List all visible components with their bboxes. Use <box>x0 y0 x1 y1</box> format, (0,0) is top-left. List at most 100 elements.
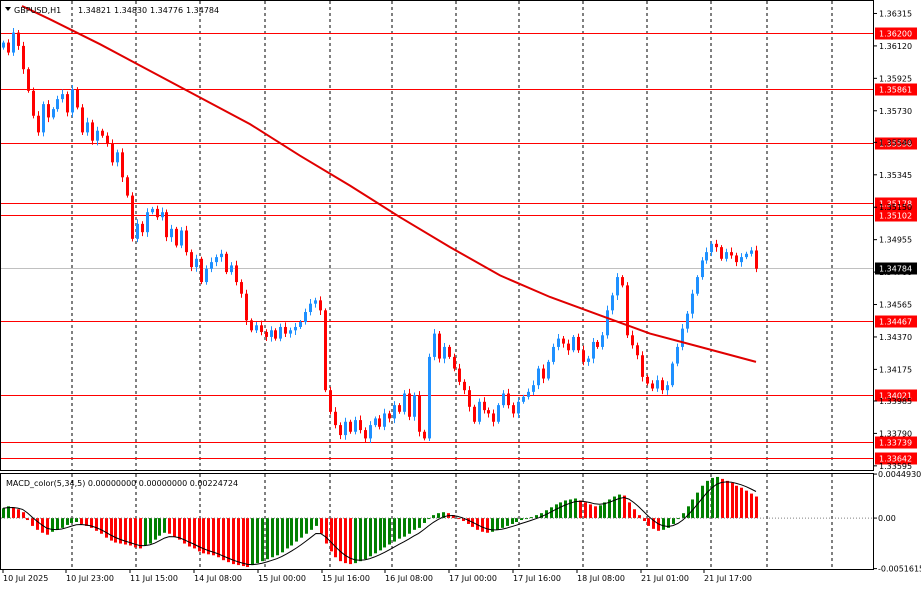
level-price-tag <box>875 27 917 40</box>
candle-body <box>42 104 45 133</box>
level-price-label: 1.35102 <box>879 212 912 221</box>
candle-body <box>383 413 386 427</box>
candle-body <box>369 425 372 439</box>
macd-bar <box>46 518 49 535</box>
time-tick-label: 16 Jul 08:00 <box>385 574 433 583</box>
candle-body <box>205 268 208 283</box>
candle-body <box>567 343 570 351</box>
candle-body <box>393 405 396 419</box>
current-price-tag <box>875 262 917 275</box>
level-price-tag <box>875 137 917 150</box>
level-price-label: 1.35178 <box>879 200 912 209</box>
candle-body <box>715 243 718 248</box>
macd-bar <box>589 504 592 519</box>
macd-bar <box>2 508 5 519</box>
candle-body <box>542 368 545 379</box>
macd-bar <box>613 496 616 519</box>
price-axis[interactable]: 1.36315 1.36120 1.35925 1.35730 1.35540 1.353… <box>873 9 917 471</box>
macd-bar <box>188 518 191 547</box>
macd-bar <box>7 506 10 519</box>
macd-bar <box>564 500 567 519</box>
candle-body <box>175 228 178 246</box>
candle-body <box>156 208 159 218</box>
time-tick-label: 15 Jul 16:00 <box>322 574 370 583</box>
candle-body <box>522 396 525 402</box>
candle-body <box>37 115 40 133</box>
candle-body <box>378 418 381 427</box>
price-tick-label: 1.33790 <box>879 429 912 438</box>
macd-bar <box>12 507 15 519</box>
macd-bar <box>36 518 39 530</box>
candle-body <box>265 331 268 337</box>
macd-subwindow-frame <box>0 473 874 570</box>
price-tick-label: 1.35150 <box>879 203 912 212</box>
macd-bar <box>17 509 20 519</box>
macd-bar <box>691 499 694 519</box>
candle-body <box>735 255 738 263</box>
candle-body <box>106 135 109 145</box>
macd-indicator-title: MACD_color(5,34,5) 0.00000000 0.00000000… <box>6 479 238 488</box>
candle-body <box>274 330 277 339</box>
level-price-tag <box>875 452 917 465</box>
candle-body <box>121 152 124 178</box>
candle-body <box>131 195 134 239</box>
candle-body <box>562 338 565 344</box>
macd-bar <box>56 518 59 530</box>
macd-bar <box>129 518 132 546</box>
level-price-label: 1.35861 <box>879 86 912 95</box>
time-tick-label: 15 Jul 00:00 <box>258 574 306 583</box>
symbol-dropdown-icon[interactable] <box>5 7 11 11</box>
macd-bar <box>647 518 650 526</box>
candle-body <box>314 300 317 304</box>
macd-bar <box>315 518 318 526</box>
macd-bar <box>745 490 748 519</box>
macd-bar <box>608 499 611 519</box>
macd-bar <box>403 518 406 537</box>
macd-axis: 0.0044930 0.00 -0.0051615 <box>873 470 921 574</box>
candle-body <box>413 395 416 417</box>
macd-bar <box>584 502 587 519</box>
macd-bar <box>696 492 699 519</box>
candle-body <box>572 336 575 351</box>
macd-bar <box>80 518 83 524</box>
macd-bar <box>70 518 73 523</box>
time-tick-label: 17 Jul 00:00 <box>449 574 497 583</box>
candle-body <box>502 393 505 406</box>
macd-tick-label: -0.0051615 <box>878 565 921 574</box>
macd-bar <box>731 482 734 519</box>
macd-bar <box>579 500 582 519</box>
macd-bar <box>202 518 205 554</box>
macd-bar <box>266 518 269 560</box>
candle-body <box>245 293 248 321</box>
macd-bar <box>281 518 284 553</box>
candle-body <box>681 328 684 347</box>
main-chart-frame <box>0 0 874 471</box>
candle-body <box>547 361 550 379</box>
macd-bar <box>721 478 724 519</box>
macd-bar <box>628 502 631 519</box>
candle-body <box>433 333 436 357</box>
macd-bar <box>183 518 186 544</box>
macd-bar <box>452 515 455 519</box>
candle-body <box>557 338 560 347</box>
macd-bar <box>408 518 411 534</box>
macd-bar <box>476 518 479 530</box>
candle-body <box>141 223 144 233</box>
time-axis[interactable]: 10 Jul 2025 10 Jul 23:00 11 Jul 15:00 14 Ju… <box>2 569 752 583</box>
candle-body <box>755 250 758 269</box>
macd-bar <box>144 518 147 546</box>
candle-body <box>641 355 644 377</box>
macd-bar <box>139 518 142 549</box>
candle-body <box>294 326 297 331</box>
price-tick-label: 1.35925 <box>879 74 912 83</box>
horizontal-levels[interactable]: 1.36200 1.35861 1.35538 1.35178 1.35102 1.344… <box>1 27 917 465</box>
candle-body <box>270 330 273 337</box>
candle-body <box>165 212 168 238</box>
macd-bar <box>432 515 435 519</box>
candle-body <box>661 380 664 391</box>
macd-bar <box>271 518 274 558</box>
candle-body <box>71 89 74 113</box>
candle-body <box>592 341 595 359</box>
